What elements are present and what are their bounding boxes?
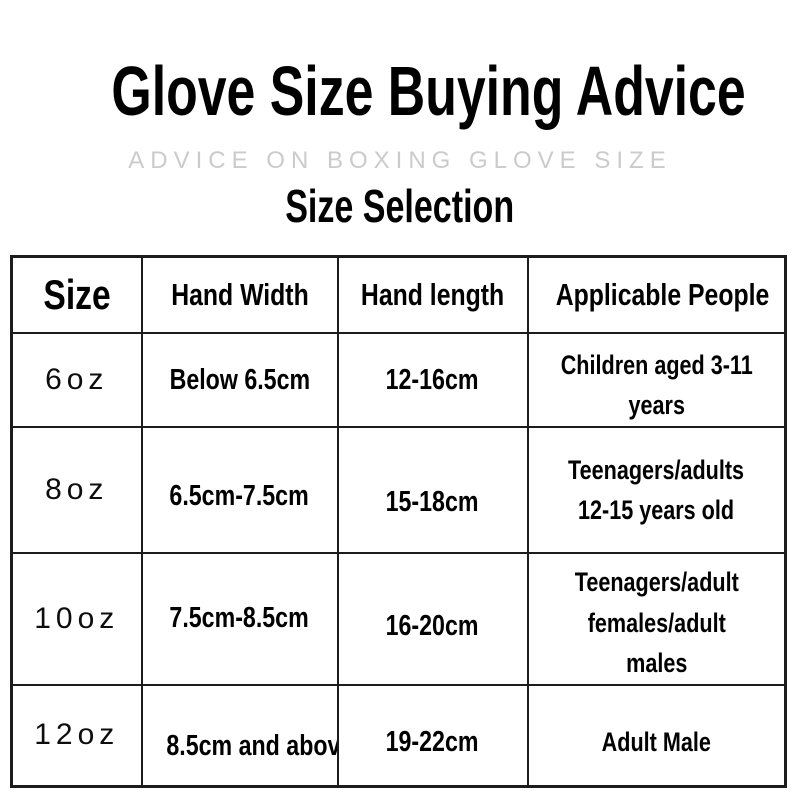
col-header-hand-width: Hand Width [140,255,339,334]
page-title-text: Glove Size Buying Advice [111,52,746,130]
applicable-people-value: Adult Male [526,683,787,788]
table-row-6oz: 6oz Below 6.5cm 12-16cm Children aged 3-… [10,332,787,428]
glove-size-table: Size Hand Width Hand length Applicable P… [10,254,787,788]
size-value: 8oz [10,426,143,554]
table-body: 6oz Below 6.5cm 12-16cm Children aged 3-… [10,332,787,788]
hand-length-value: 16-20cm [336,552,529,686]
applicable-people-value: Children aged 3-11 years [526,332,787,428]
size-value: 10oz [10,552,143,686]
header-row: Size Hand Width Hand length Applicable P… [10,255,787,334]
size-value: 12oz [10,683,143,788]
hand-length-value: 12-16cm [336,332,529,428]
section-heading-text: Size Selection [285,179,515,232]
hand-width-value: Below 6.5cm [140,332,339,428]
size-value: 6oz [10,332,143,428]
hand-length-value: 19-22cm [336,683,529,788]
page-title: Glove Size Buying Advice [0,0,800,125]
hand-width-value: 8.5cm and above [140,683,339,788]
table-row-12oz: 12oz 8.5cm and above 19-22cm Adult Male [10,683,787,788]
table-header: Size Hand Width Hand length Applicable P… [10,255,787,334]
hand-width-value: 7.5cm-8.5cm [140,552,339,686]
hand-width-value: 6.5cm-7.5cm [140,426,339,554]
table-row-8oz: 8oz 6.5cm-7.5cm 15-18cm Teenagers/adults… [10,426,787,554]
col-header-applicable-people: Applicable People [526,255,787,334]
applicable-people-value: Teenagers/adult females/adult males [526,552,787,686]
page-subtitle: ADVICE ON BOXING GLOVE SIZE [128,146,672,174]
table-row-10oz: 10oz 7.5cm-8.5cm 16-20cm Teenagers/adult… [10,552,787,686]
section-heading: Size Selection [0,183,800,229]
hand-length-value: 15-18cm [336,426,529,554]
col-header-hand-length: Hand length [336,255,529,334]
col-header-size: Size [10,255,143,334]
applicable-people-value: Teenagers/adults 12-15 years old [526,426,787,554]
